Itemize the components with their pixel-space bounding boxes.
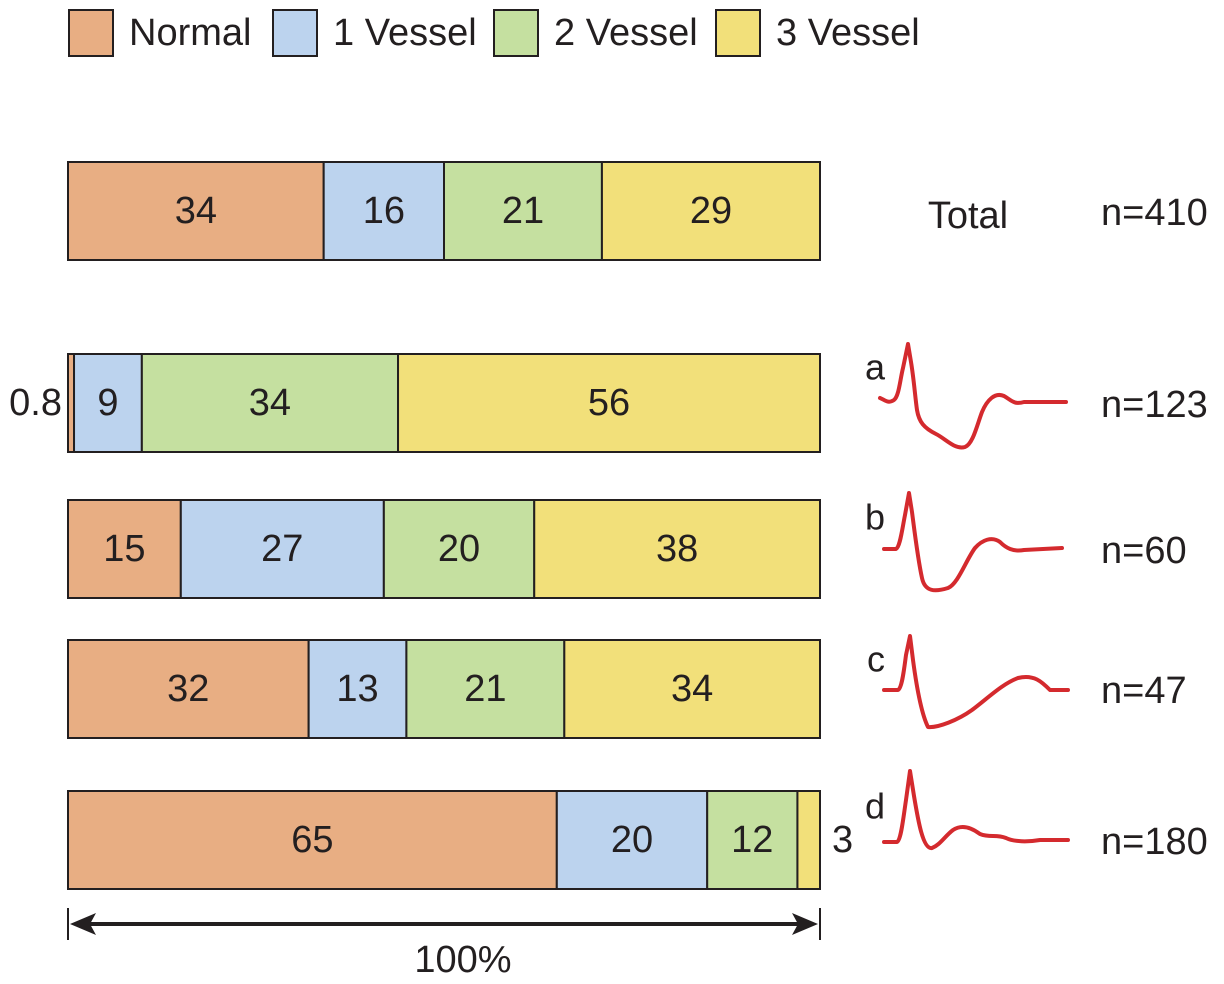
n-label: n=60 <box>1101 530 1187 572</box>
legend-swatch-1-vessel <box>272 9 318 57</box>
n-label: n=410 <box>1101 192 1208 234</box>
value-label: 27 <box>261 528 303 570</box>
legend-swatch-2-vessel <box>493 9 539 57</box>
bar-b-3-vessel <box>533 499 821 599</box>
scale-arrowhead-left <box>70 913 96 935</box>
legend-label-3-vessel: 3 Vessel <box>776 12 920 54</box>
bar-d-2-vessel <box>706 790 799 890</box>
bar-a-1-vessel <box>73 353 143 453</box>
bar-c-2-vessel <box>405 639 566 739</box>
ecg-waveform-d <box>882 769 1070 850</box>
value-label: 34 <box>671 668 713 710</box>
value-label: 13 <box>336 668 378 710</box>
bar-b-normal <box>67 499 182 599</box>
bar-c-1-vessel <box>307 639 408 739</box>
scale-label: 100% <box>414 939 511 981</box>
value-label: 20 <box>611 819 653 861</box>
value-label: 15 <box>103 528 145 570</box>
value-label: 34 <box>175 190 217 232</box>
bar-a-3-vessel <box>397 353 821 453</box>
value-label: 20 <box>438 528 480 570</box>
ecg-waveform-b <box>882 491 1064 593</box>
scale-arrowhead-right <box>792 913 818 935</box>
value-label: 29 <box>690 190 732 232</box>
bar-d-3-vessel <box>796 790 822 890</box>
bar-c-normal <box>67 639 310 739</box>
bar-total-3-vessel <box>600 161 821 261</box>
value-label: 21 <box>502 190 544 232</box>
legend-swatch-3-vessel <box>715 9 761 57</box>
bar-total-1-vessel <box>322 161 445 261</box>
n-label: n=180 <box>1101 821 1208 863</box>
bar-total-normal <box>67 161 325 261</box>
bar-b-1-vessel <box>179 499 385 599</box>
value-label: 21 <box>464 668 506 710</box>
value-label: 38 <box>656 528 698 570</box>
value-label: 12 <box>731 819 773 861</box>
value-label: 0.8 <box>9 382 62 424</box>
ecg-waveform-a <box>878 342 1068 450</box>
value-label: 34 <box>249 382 291 424</box>
legend-label-normal: Normal <box>129 12 251 54</box>
ecg-letter-label: b <box>865 497 885 538</box>
n-label: n=123 <box>1101 384 1208 426</box>
legend-swatch-normal <box>68 9 114 57</box>
ecg-waveform-c <box>882 634 1070 730</box>
value-label: 65 <box>291 819 333 861</box>
legend-label-1-vessel: 1 Vessel <box>333 12 477 54</box>
value-label: 3 <box>832 819 853 861</box>
value-label: 32 <box>167 668 209 710</box>
ecg-letter-label: a <box>865 347 886 388</box>
value-label: 56 <box>588 382 630 424</box>
value-label: 9 <box>97 382 118 424</box>
category-label: Total <box>928 195 1008 237</box>
bar-c-3-vessel <box>563 639 821 739</box>
ecg-letter-label: d <box>865 786 885 827</box>
legend-label-2-vessel: 2 Vessel <box>554 12 698 54</box>
n-label: n=47 <box>1101 670 1187 712</box>
value-label: 16 <box>363 190 405 232</box>
bar-a-2-vessel <box>140 353 400 453</box>
bar-b-2-vessel <box>382 499 536 599</box>
ecg-letter-label: c <box>867 639 885 680</box>
bar-total-2-vessel <box>443 161 603 261</box>
